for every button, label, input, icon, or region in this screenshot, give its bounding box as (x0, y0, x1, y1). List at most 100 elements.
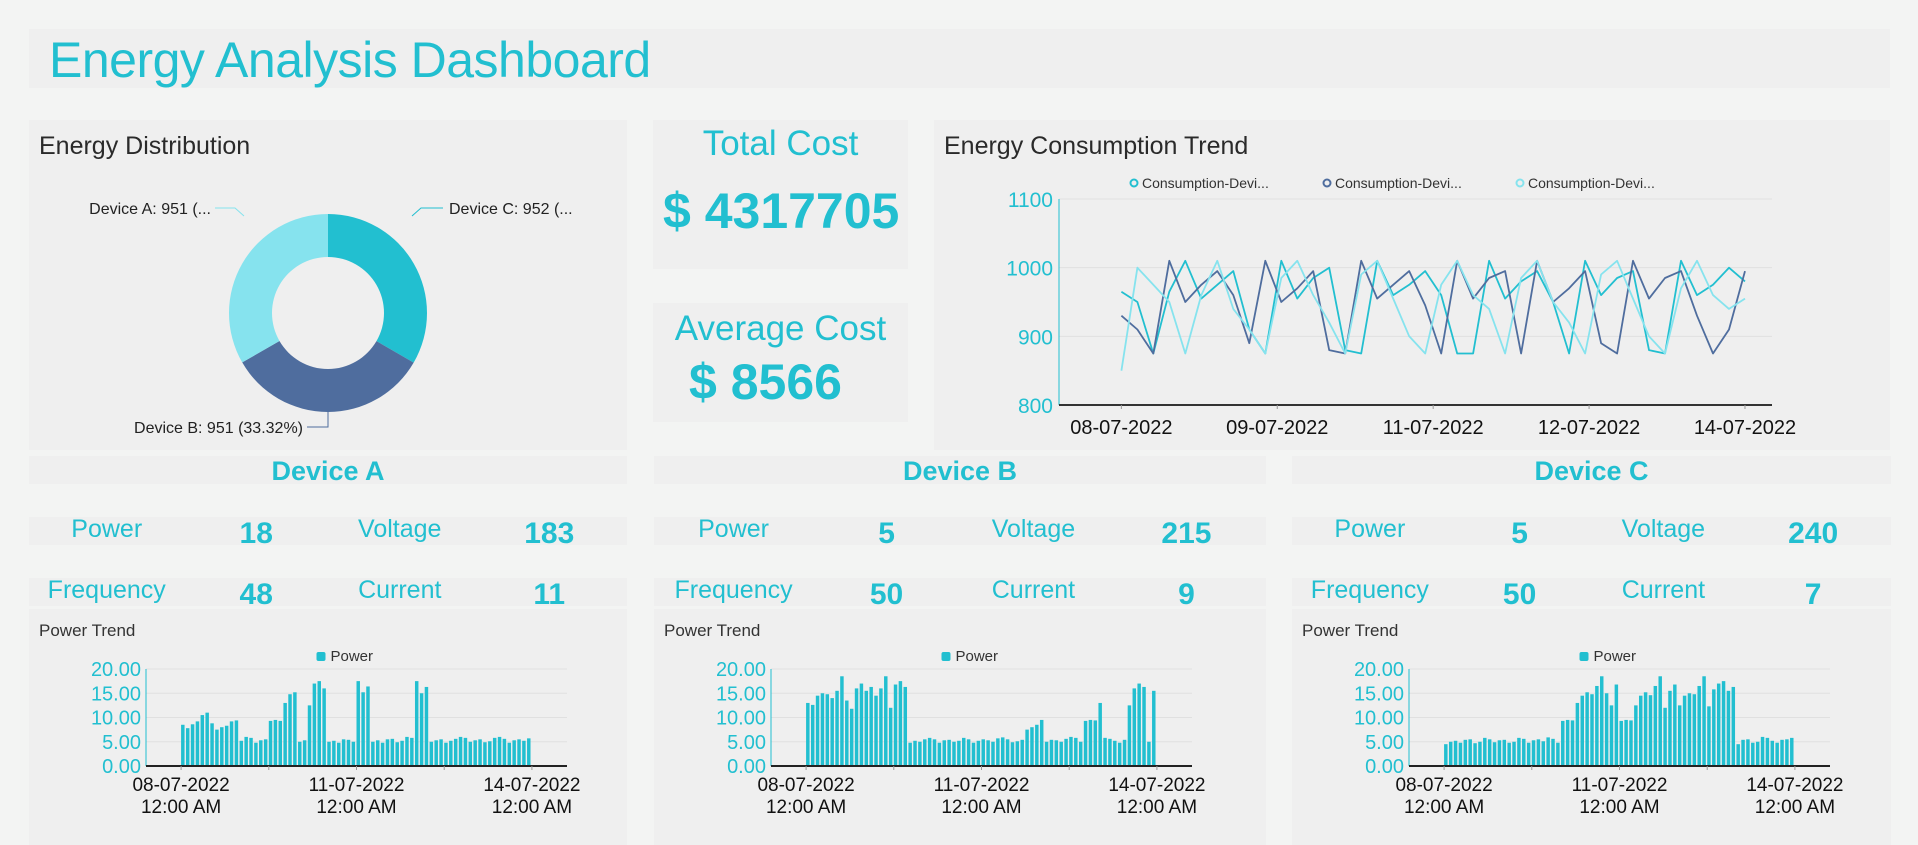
y-tick-label: 0.00 (727, 756, 766, 778)
legend-label[interactable]: Consumption-Devi... (1528, 175, 1655, 191)
power-bar (517, 739, 521, 766)
power-bar (1668, 690, 1672, 766)
donut-slice-device-c[interactable] (328, 214, 427, 363)
power-bar (1453, 740, 1458, 766)
consumption-trend-panel: Energy Consumption Trend 800 900 1000 1100 0… (934, 120, 1890, 450)
power-bar (820, 693, 825, 766)
power-bar (1575, 702, 1580, 766)
legend-label[interactable]: Power (956, 648, 999, 665)
power-bar (478, 739, 482, 766)
power-bar (947, 739, 951, 766)
power-bar (1069, 736, 1073, 766)
power-bar (1005, 739, 1010, 766)
legend-label[interactable]: Power (1594, 648, 1637, 665)
power-bar (1044, 741, 1049, 766)
power-bar (908, 742, 912, 766)
donut-slice-device-b[interactable] (242, 340, 414, 412)
energy-distribution-panel: Energy Distribution Device C: 952 (... De… (29, 120, 627, 450)
power-trend-panel: Power Trend 0.00 5.00 10.00 15.00 20.00 08-07-… (654, 609, 1266, 845)
power-bar (1653, 685, 1658, 766)
power-bar (181, 724, 185, 766)
total-cost-label: Total Cost (702, 124, 859, 163)
power-bar (488, 741, 492, 766)
legend-label[interactable]: Power (331, 648, 374, 665)
leader-line (215, 207, 245, 217)
power-bar (1741, 739, 1745, 766)
power-bar (229, 721, 234, 766)
power-bar (190, 724, 195, 766)
power-bar (512, 740, 516, 766)
donut-slice-device-a[interactable] (229, 214, 328, 363)
x-tick-label: 11-07-2022 (1383, 417, 1484, 439)
power-bar (463, 737, 468, 766)
power-bar (1638, 695, 1643, 766)
power-bar (1624, 719, 1628, 766)
legend-label[interactable]: Consumption-Devi... (1142, 175, 1269, 191)
power-bar (483, 742, 487, 766)
power-bar (1785, 739, 1789, 766)
x-tick-time: 12:00 AM (316, 797, 396, 818)
power-bar (1755, 741, 1760, 766)
power-bar (434, 740, 438, 766)
power-bar (273, 719, 278, 766)
y-tick-label: 20.00 (1354, 659, 1404, 681)
power-bar (1108, 738, 1112, 766)
power-bar (322, 688, 326, 766)
current-label: Current (1621, 576, 1706, 604)
power-bar (1492, 742, 1497, 766)
donut-label-device-b: Device B: 951 (33.32%) (134, 420, 303, 437)
power-bar (1731, 686, 1736, 766)
power-bar (918, 741, 922, 766)
current-label: Current (358, 576, 442, 604)
power-bar (1093, 720, 1098, 766)
power-bar (845, 700, 849, 766)
power-bar (522, 740, 526, 766)
power-bar (195, 721, 200, 766)
y-tick-label: 5.00 (102, 732, 141, 754)
y-tick-label: 15.00 (716, 683, 766, 705)
power-bar (1113, 740, 1117, 766)
power-bar (1502, 739, 1507, 766)
power-bar (1448, 741, 1453, 766)
power-bar (385, 739, 390, 766)
legend-label[interactable]: Consumption-Devi... (1335, 175, 1462, 191)
power-bar (981, 739, 985, 766)
x-tick-date: 08-07-2022 (132, 775, 229, 796)
power-bar (869, 686, 873, 766)
power-bar (458, 736, 463, 766)
power-bar (1634, 705, 1638, 766)
power-bar (244, 736, 248, 766)
power-bar (371, 741, 375, 766)
y-tick-label: 1100 (1008, 189, 1053, 212)
x-tick-date: 08-07-2022 (1395, 775, 1492, 796)
power-bar (1030, 727, 1034, 766)
power-bar (1580, 695, 1584, 766)
y-tick-label: 5.00 (727, 732, 766, 754)
power-bar (210, 723, 214, 766)
legend-marker-icon (1322, 178, 1332, 188)
leader-line (307, 412, 329, 428)
series-line-3[interactable] (1120, 259, 1746, 371)
power-value: 5 (878, 517, 895, 550)
power-trend-title: Power Trend (39, 621, 136, 640)
power-bar (884, 676, 888, 766)
series-line-1[interactable] (1120, 259, 1746, 355)
power-bar (1556, 742, 1560, 766)
power-bar (283, 702, 287, 766)
average-cost-label: Average Cost (674, 309, 887, 348)
power-bar (957, 740, 961, 766)
power-bar (1707, 706, 1711, 766)
power-bar (234, 720, 239, 766)
power-bar (1463, 739, 1468, 766)
x-tick-label: 12-07-2022 (1538, 417, 1640, 439)
power-bar (254, 742, 258, 766)
power-bar (1078, 741, 1083, 766)
power-bar (1702, 676, 1706, 766)
power-bar (527, 738, 531, 766)
voltage-label: Voltage (358, 515, 442, 543)
power-bar (1604, 693, 1609, 766)
y-tick-label: 10.00 (91, 708, 141, 730)
power-bar (976, 740, 981, 766)
power-bar (1673, 684, 1677, 766)
x-tick-date: 11-07-2022 (934, 775, 1030, 796)
